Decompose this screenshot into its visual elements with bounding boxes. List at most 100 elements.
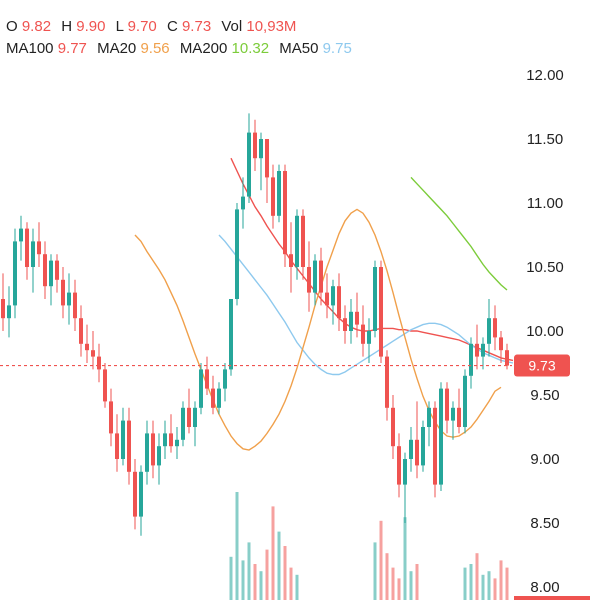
candle-body (31, 241, 35, 267)
candle-body (367, 331, 371, 344)
candle-body (55, 260, 59, 280)
candle-body (493, 318, 497, 338)
volume-bar (409, 571, 413, 600)
candle-body (349, 311, 353, 331)
candle-body (499, 337, 503, 351)
volume-bar (403, 517, 407, 600)
candle-body (307, 267, 311, 293)
moving-average-legend: MA100 9.77 MA20 9.56 MA200 10.32 MA50 9.… (6, 39, 352, 59)
price-axis: 8.00 8.50 9.00 9.50 10.00 10.50 11.00 11.50 12.0… (526, 67, 564, 596)
candle-body (121, 420, 125, 459)
volume-bar (505, 567, 509, 600)
volume-label: Vol (221, 18, 243, 35)
open-value: 9.82 (21, 18, 52, 35)
candle-body (193, 407, 197, 427)
y-tick-label: 8.00 (530, 579, 559, 596)
y-tick-label: 9.00 (530, 451, 559, 468)
candle-body (409, 439, 413, 459)
candle-body (91, 350, 95, 357)
candle-body (379, 267, 383, 357)
candle-body (163, 433, 167, 447)
candlesticks (1, 113, 509, 536)
candle-body (427, 407, 431, 427)
candle-body (271, 177, 275, 216)
candle-body (475, 343, 479, 357)
volume-bar (265, 549, 269, 600)
ma50-line (218, 234, 514, 376)
candle-body (247, 132, 251, 197)
last-price-tag-background (514, 354, 570, 377)
candle-body (133, 471, 137, 517)
candle-body (223, 369, 227, 389)
candle-body (481, 343, 485, 357)
volume-value: 10,93M (246, 18, 297, 35)
candle-body (277, 171, 281, 216)
candle-body (241, 196, 245, 210)
high-value: 9.90 (76, 18, 106, 35)
volume-bar (283, 546, 287, 600)
moving-average-lines (134, 157, 514, 451)
candle-body (295, 215, 299, 267)
volume-bar (289, 567, 293, 600)
ma200-value: 10.32 (231, 40, 270, 57)
ma200-label: MA200 (179, 40, 228, 57)
volume-bars (229, 492, 509, 600)
y-tick-label: 10.00 (526, 323, 564, 340)
candle-body (301, 215, 305, 267)
candle-body (235, 209, 239, 299)
ma50-label: MA50 (279, 40, 319, 57)
y-tick-label: 10.50 (526, 259, 564, 276)
candle-body (61, 279, 65, 306)
candle-body (355, 311, 359, 325)
candle-body (331, 286, 335, 306)
candle-body (343, 318, 347, 331)
volume-bar (253, 564, 257, 600)
candle-body (451, 407, 455, 421)
candle-body (169, 433, 173, 447)
volume-bar (295, 574, 299, 600)
candle-body (373, 267, 377, 331)
volume-bar (463, 567, 467, 600)
open-label: O (6, 18, 18, 35)
candle-body (97, 356, 101, 370)
volume-bar (385, 553, 389, 600)
candle-body (25, 228, 29, 267)
close-label: C (166, 18, 178, 35)
volume-bar (271, 506, 275, 600)
candle-body (19, 228, 23, 242)
candle-body (205, 369, 209, 389)
y-tick-label: 8.50 (530, 515, 559, 532)
ma50-value: 9.75 (322, 40, 352, 57)
volume-bar (391, 567, 395, 600)
volume-bar (493, 578, 497, 600)
close-value: 9.73 (181, 18, 212, 35)
candle-body (211, 388, 215, 408)
candle-body (439, 388, 443, 485)
candle-body (391, 407, 395, 447)
candle-body (103, 369, 107, 402)
candle-body (145, 433, 149, 472)
last-price-tag-text: 9.73 (528, 358, 555, 374)
candle-body (403, 459, 407, 485)
candle-body (469, 343, 473, 376)
candle-body (283, 171, 287, 255)
candle-body (157, 446, 161, 466)
candle-body (313, 260, 317, 293)
candle-body (265, 139, 269, 178)
volume-bar (373, 542, 377, 600)
volume-bar (475, 553, 479, 600)
volume-bar (481, 574, 485, 600)
y-tick-label: 11.00 (527, 195, 563, 212)
candle-body (79, 318, 83, 344)
low-value: 9.70 (127, 18, 157, 35)
ma100-value: 9.77 (57, 40, 87, 57)
candle-body (253, 132, 257, 159)
volume-bar (235, 492, 239, 600)
candle-body (463, 375, 467, 427)
ma100-label: MA100 (6, 40, 54, 57)
candle-body (433, 407, 437, 485)
volume-bar (241, 560, 245, 600)
volume-bar (229, 556, 233, 600)
volume-bar (277, 531, 281, 600)
